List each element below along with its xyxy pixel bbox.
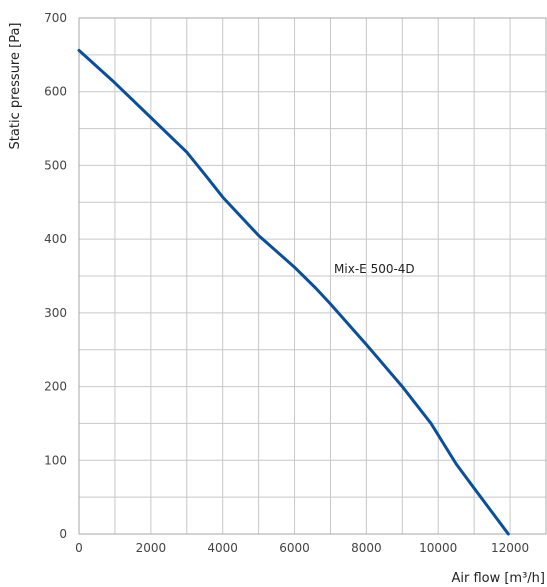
grid xyxy=(78,17,547,535)
y-axis-ticks: 0 100 200 300 400 500 600 700 xyxy=(44,11,67,541)
plot-frame xyxy=(78,17,547,535)
x-tick-label: 0 xyxy=(75,541,83,555)
y-axis-title: Static pressure [Pa] xyxy=(8,23,23,150)
x-axis-ticks: 0 2000 4000 6000 8000 10000 12000 xyxy=(75,541,529,555)
x-axis-title: Air flow [m³/h] xyxy=(451,571,545,586)
series-line xyxy=(77,48,510,536)
x-tick-label: 12000 xyxy=(491,541,529,555)
x-tick-label: 4000 xyxy=(207,541,238,555)
series-layer: Mix-E 500-4D xyxy=(77,48,510,536)
x-tick-label: 2000 xyxy=(136,541,167,555)
series-label: Mix-E 500-4D xyxy=(334,262,415,276)
y-tick-label: 100 xyxy=(44,453,67,467)
y-tick-label: 500 xyxy=(44,158,67,172)
y-tick-label: 400 xyxy=(44,232,67,246)
x-tick-label: 10000 xyxy=(419,541,457,555)
x-tick-label: 6000 xyxy=(279,541,310,555)
y-tick-label: 200 xyxy=(44,380,67,394)
y-tick-label: 600 xyxy=(44,85,67,99)
y-tick-label: 700 xyxy=(44,11,67,25)
y-tick-label: 0 xyxy=(59,527,67,541)
x-tick-label: 8000 xyxy=(351,541,382,555)
y-tick-label: 300 xyxy=(44,306,67,320)
